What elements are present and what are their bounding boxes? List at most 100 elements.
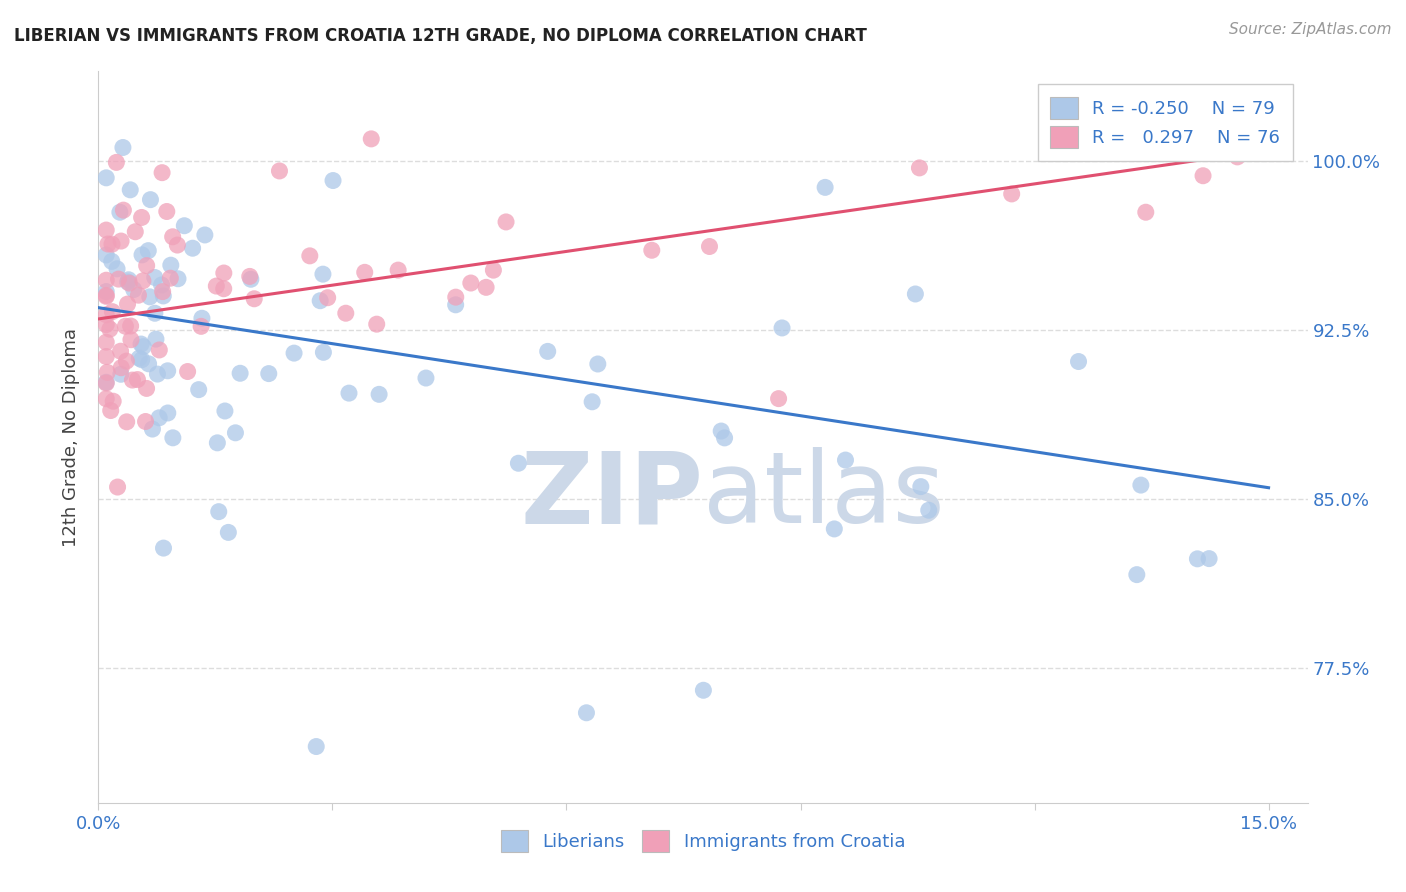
Point — [208, 505, 231, 519]
Point — [120, 183, 142, 197]
Point — [156, 406, 179, 420]
Point — [96, 365, 118, 379]
Point — [97, 237, 120, 252]
Point — [1174, 132, 1197, 146]
Point — [159, 271, 181, 285]
Point — [131, 352, 153, 367]
Point — [283, 346, 305, 360]
Point — [166, 238, 188, 252]
Point — [117, 275, 139, 289]
Point — [187, 383, 209, 397]
Point — [117, 297, 139, 311]
Point — [159, 258, 181, 272]
Point — [121, 373, 143, 387]
Point — [710, 424, 733, 438]
Point — [100, 403, 122, 417]
Point — [239, 269, 262, 284]
Point — [150, 166, 173, 180]
Point — [537, 344, 560, 359]
Point — [115, 354, 138, 368]
Point — [312, 345, 335, 359]
Point — [176, 365, 198, 379]
Point — [823, 522, 845, 536]
Point — [131, 211, 153, 225]
Point — [353, 265, 375, 279]
Point — [115, 415, 138, 429]
Point — [229, 366, 252, 380]
Point — [415, 371, 437, 385]
Point — [910, 480, 932, 494]
Point — [101, 394, 124, 409]
Point — [173, 219, 195, 233]
Point — [190, 319, 212, 334]
Point — [101, 304, 124, 318]
Point — [105, 155, 128, 169]
Point — [114, 319, 136, 334]
Point — [482, 263, 505, 277]
Point — [96, 318, 118, 332]
Point — [212, 282, 235, 296]
Point — [152, 289, 174, 303]
Point — [312, 267, 335, 281]
Point — [112, 203, 135, 218]
Point — [269, 164, 291, 178]
Point — [145, 332, 167, 346]
Point — [1187, 551, 1209, 566]
Point — [96, 392, 118, 406]
Point — [214, 404, 236, 418]
Point — [207, 435, 229, 450]
Point — [101, 254, 124, 268]
Point — [217, 525, 239, 540]
Point — [1001, 186, 1024, 201]
Point — [1226, 150, 1249, 164]
Point — [460, 276, 482, 290]
Point — [96, 308, 118, 322]
Point — [139, 290, 162, 304]
Point — [148, 343, 170, 357]
Point — [298, 249, 321, 263]
Point — [101, 237, 124, 252]
Point — [120, 333, 142, 347]
Point — [110, 360, 132, 375]
Point — [239, 272, 262, 286]
Point — [224, 425, 246, 440]
Point — [575, 706, 598, 720]
Point — [1126, 567, 1149, 582]
Point — [1198, 551, 1220, 566]
Point — [110, 344, 132, 359]
Point — [96, 248, 118, 262]
Point — [156, 364, 179, 378]
Point — [96, 350, 118, 364]
Y-axis label: 12th Grade, No Diploma: 12th Grade, No Diploma — [62, 327, 80, 547]
Point — [475, 280, 498, 294]
Point — [444, 298, 467, 312]
Point — [139, 193, 162, 207]
Point — [205, 279, 228, 293]
Point — [508, 456, 530, 470]
Point — [194, 227, 217, 242]
Point — [124, 225, 146, 239]
Point — [814, 180, 837, 194]
Point — [135, 381, 157, 395]
Point — [908, 161, 931, 175]
Point — [105, 261, 128, 276]
Point — [146, 367, 169, 381]
Point — [127, 288, 149, 302]
Point — [495, 215, 517, 229]
Point — [107, 272, 129, 286]
Point — [162, 431, 184, 445]
Point — [132, 340, 155, 354]
Point — [150, 278, 173, 293]
Point — [141, 422, 163, 436]
Point — [167, 271, 190, 285]
Text: LIBERIAN VS IMMIGRANTS FROM CROATIA 12TH GRADE, NO DIPLOMA CORRELATION CHART: LIBERIAN VS IMMIGRANTS FROM CROATIA 12TH… — [14, 27, 868, 45]
Point — [110, 368, 132, 382]
Point — [366, 317, 388, 331]
Point — [131, 248, 153, 262]
Text: atlas: atlas — [703, 447, 945, 544]
Point — [918, 503, 941, 517]
Point — [120, 319, 142, 334]
Point — [96, 376, 118, 390]
Point — [337, 386, 360, 401]
Point — [1067, 354, 1090, 368]
